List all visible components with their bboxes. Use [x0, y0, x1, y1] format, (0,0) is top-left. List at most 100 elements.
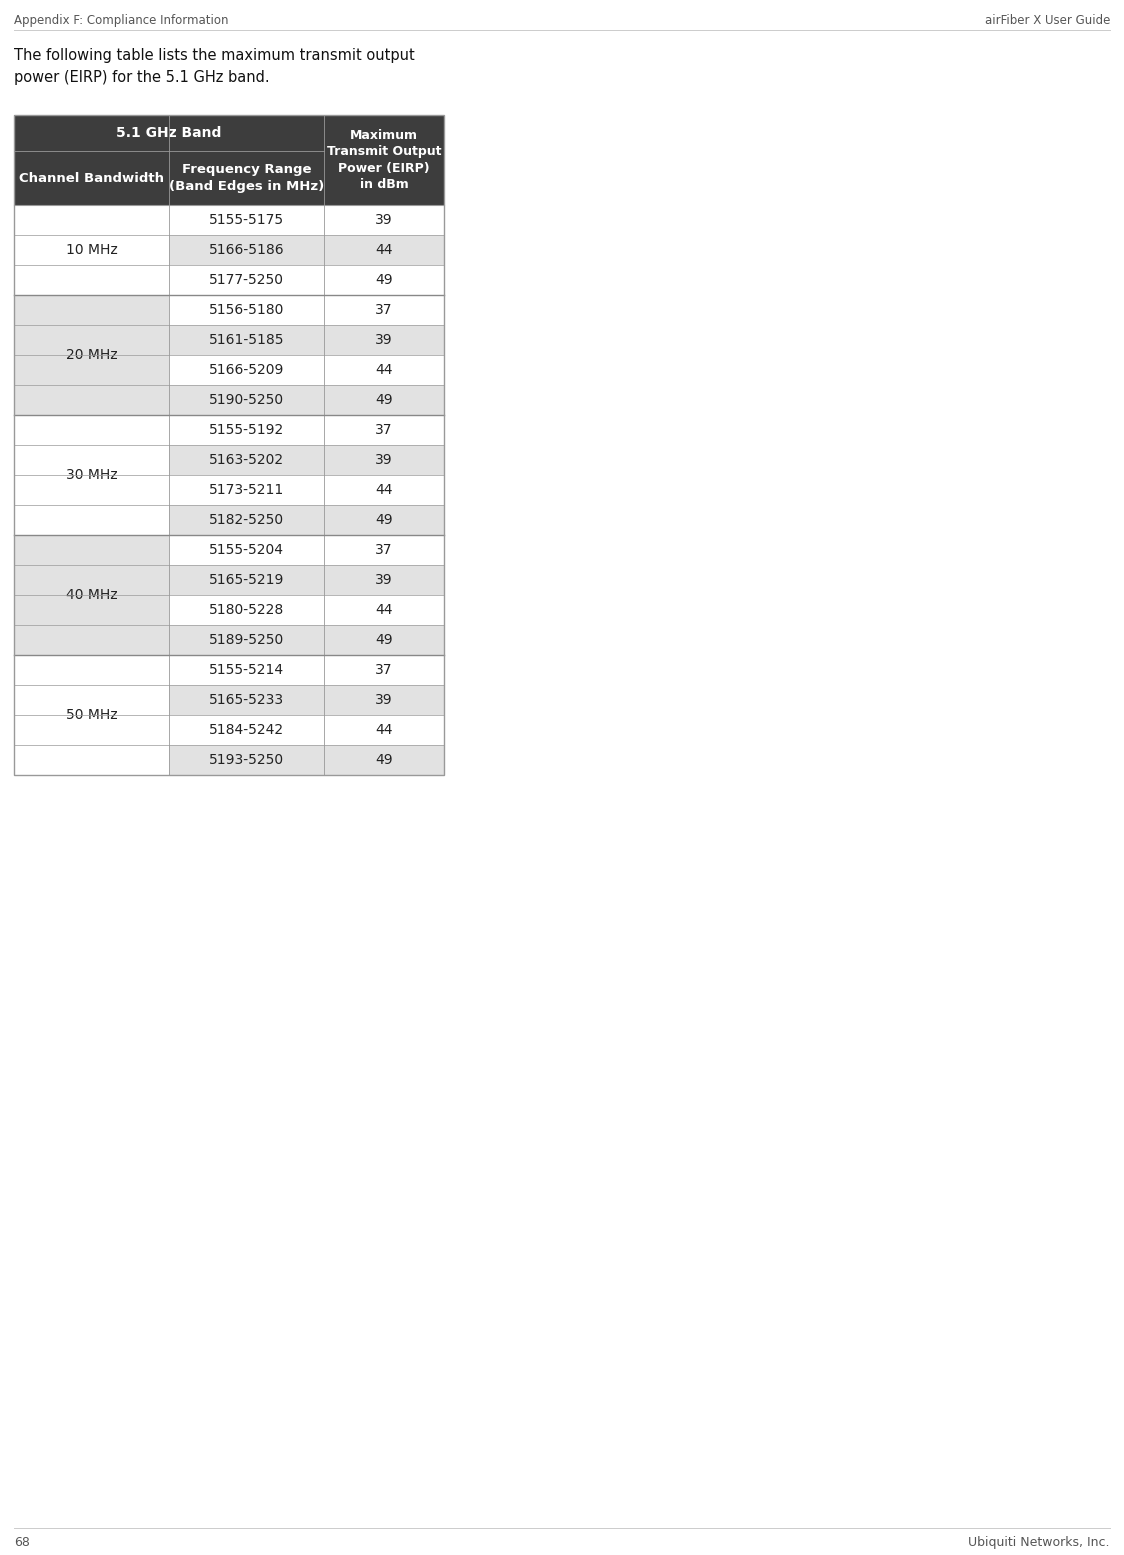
- Bar: [324, 415, 444, 445]
- Bar: [324, 745, 444, 774]
- Bar: [169, 564, 324, 596]
- Bar: [324, 325, 444, 355]
- Bar: [169, 655, 324, 686]
- Bar: [13, 151, 169, 205]
- Text: 44: 44: [375, 723, 392, 737]
- Bar: [324, 386, 444, 415]
- Text: 5177-5250: 5177-5250: [209, 274, 284, 288]
- Text: 5180-5228: 5180-5228: [209, 603, 284, 617]
- Text: 5190-5250: 5190-5250: [209, 393, 284, 407]
- Text: 37: 37: [375, 543, 392, 557]
- Text: 5163-5202: 5163-5202: [209, 453, 284, 466]
- Bar: [324, 505, 444, 535]
- Bar: [324, 474, 444, 505]
- Text: 39: 39: [375, 572, 392, 586]
- Bar: [169, 264, 324, 295]
- Bar: [169, 474, 324, 505]
- Text: 5166-5209: 5166-5209: [209, 362, 284, 376]
- Text: 49: 49: [375, 753, 392, 767]
- Text: 40 MHz: 40 MHz: [65, 588, 117, 602]
- Text: 39: 39: [375, 694, 392, 708]
- Text: 49: 49: [375, 633, 392, 647]
- Bar: [169, 745, 324, 774]
- Text: Channel Bandwidth: Channel Bandwidth: [19, 171, 164, 185]
- Bar: [169, 151, 324, 205]
- Bar: [324, 295, 444, 325]
- Text: airFiber X User Guide: airFiber X User Guide: [985, 14, 1111, 26]
- Text: 5161-5185: 5161-5185: [209, 333, 284, 347]
- Text: 44: 44: [375, 362, 392, 376]
- Bar: [169, 355, 324, 386]
- Bar: [324, 686, 444, 715]
- Bar: [169, 625, 324, 655]
- Text: 50 MHz: 50 MHz: [65, 708, 117, 722]
- Text: Maximum
Transmit Output
Power (EIRP)
in dBm: Maximum Transmit Output Power (EIRP) in …: [327, 129, 442, 191]
- Text: 44: 44: [375, 484, 392, 498]
- Bar: [13, 415, 169, 535]
- Text: 5155-5204: 5155-5204: [209, 543, 284, 557]
- Bar: [324, 264, 444, 295]
- Bar: [324, 655, 444, 686]
- Bar: [324, 205, 444, 235]
- Text: 5182-5250: 5182-5250: [209, 513, 284, 527]
- Bar: [169, 686, 324, 715]
- Bar: [13, 205, 169, 295]
- Bar: [169, 295, 324, 325]
- Text: 5166-5186: 5166-5186: [209, 243, 284, 257]
- Bar: [324, 235, 444, 264]
- Bar: [169, 445, 324, 474]
- Text: 5155-5214: 5155-5214: [209, 662, 284, 676]
- Text: 39: 39: [375, 333, 392, 347]
- Bar: [324, 564, 444, 596]
- Text: 37: 37: [375, 423, 392, 437]
- Text: The following table lists the maximum transmit output: The following table lists the maximum tr…: [13, 48, 415, 64]
- Text: Ubiquiti Networks, Inc.: Ubiquiti Networks, Inc.: [969, 1536, 1111, 1549]
- Text: 5156-5180: 5156-5180: [209, 303, 284, 317]
- Text: 10 MHz: 10 MHz: [65, 243, 117, 257]
- Text: 39: 39: [375, 453, 392, 466]
- Bar: [169, 596, 324, 625]
- Text: 49: 49: [375, 513, 392, 527]
- Bar: [324, 115, 444, 205]
- Text: 37: 37: [375, 303, 392, 317]
- Bar: [324, 596, 444, 625]
- Bar: [13, 115, 444, 774]
- Text: 5173-5211: 5173-5211: [209, 484, 284, 498]
- Text: 44: 44: [375, 603, 392, 617]
- Text: 5189-5250: 5189-5250: [209, 633, 284, 647]
- Text: 5.1 GHz Band: 5.1 GHz Band: [116, 126, 221, 140]
- Bar: [13, 115, 324, 151]
- Text: 20 MHz: 20 MHz: [65, 348, 117, 362]
- Text: 5165-5219: 5165-5219: [209, 572, 284, 586]
- Text: power (EIRP) for the 5.1 GHz band.: power (EIRP) for the 5.1 GHz band.: [13, 70, 270, 86]
- Text: 5155-5175: 5155-5175: [209, 213, 284, 227]
- Text: Appendix F: Compliance Information: Appendix F: Compliance Information: [13, 14, 228, 26]
- Bar: [169, 325, 324, 355]
- Text: 5155-5192: 5155-5192: [209, 423, 284, 437]
- Bar: [13, 295, 169, 415]
- Bar: [13, 535, 169, 655]
- Bar: [169, 386, 324, 415]
- Bar: [13, 655, 169, 774]
- Bar: [169, 235, 324, 264]
- Text: 68: 68: [13, 1536, 30, 1549]
- Text: 49: 49: [375, 393, 392, 407]
- Text: 5184-5242: 5184-5242: [209, 723, 284, 737]
- Bar: [169, 535, 324, 564]
- Text: 37: 37: [375, 662, 392, 676]
- Bar: [324, 355, 444, 386]
- Bar: [324, 625, 444, 655]
- Text: Frequency Range
(Band Edges in MHz): Frequency Range (Band Edges in MHz): [169, 163, 324, 193]
- Bar: [169, 415, 324, 445]
- Text: 5193-5250: 5193-5250: [209, 753, 284, 767]
- Bar: [169, 205, 324, 235]
- Bar: [324, 535, 444, 564]
- Bar: [169, 715, 324, 745]
- Text: 5165-5233: 5165-5233: [209, 694, 284, 708]
- Text: 44: 44: [375, 243, 392, 257]
- Text: 30 MHz: 30 MHz: [65, 468, 117, 482]
- Text: 39: 39: [375, 213, 392, 227]
- Bar: [169, 505, 324, 535]
- Text: 49: 49: [375, 274, 392, 288]
- Bar: [324, 715, 444, 745]
